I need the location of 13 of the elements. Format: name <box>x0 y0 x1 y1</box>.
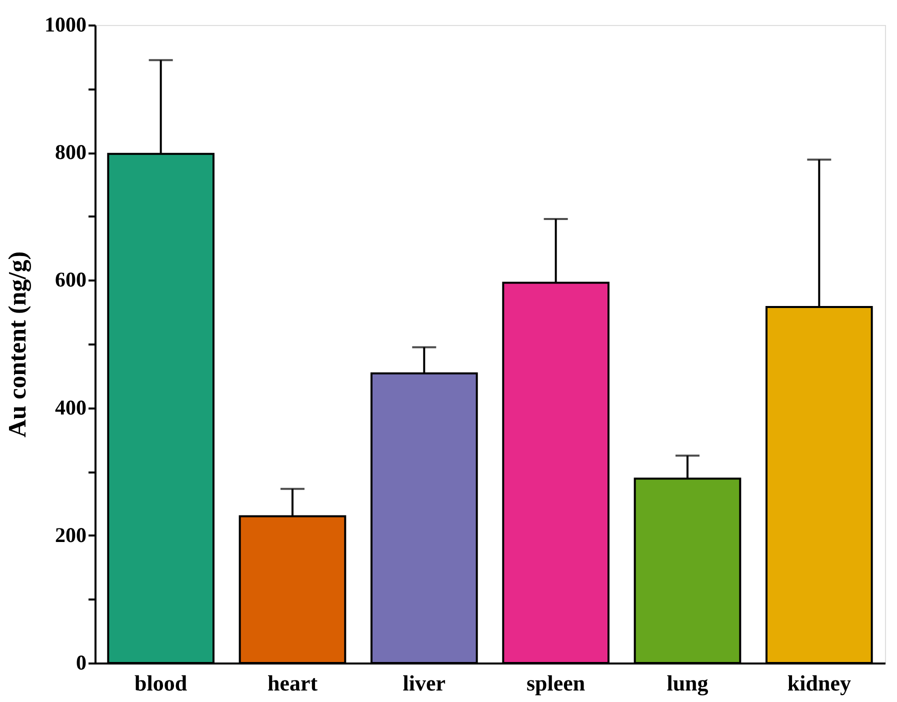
y-tick-label: 200 <box>55 522 86 547</box>
y-tick-label: 400 <box>55 395 86 420</box>
y-tick-label: 800 <box>55 140 86 164</box>
x-tick-label: liver <box>402 670 446 696</box>
y-tick-label: 1000 <box>44 12 86 36</box>
y-tick-label: 600 <box>55 268 86 292</box>
x-tick-label: blood <box>134 670 188 696</box>
x-tick-label: spleen <box>526 670 586 696</box>
x-tick-label: heart <box>267 670 318 696</box>
x-tick-label: lung <box>666 670 708 696</box>
y-tick-label: 0 <box>76 650 86 674</box>
y-axis-title: Au content (ng/g) <box>4 251 32 438</box>
x-tick-label: kidney <box>787 670 851 696</box>
